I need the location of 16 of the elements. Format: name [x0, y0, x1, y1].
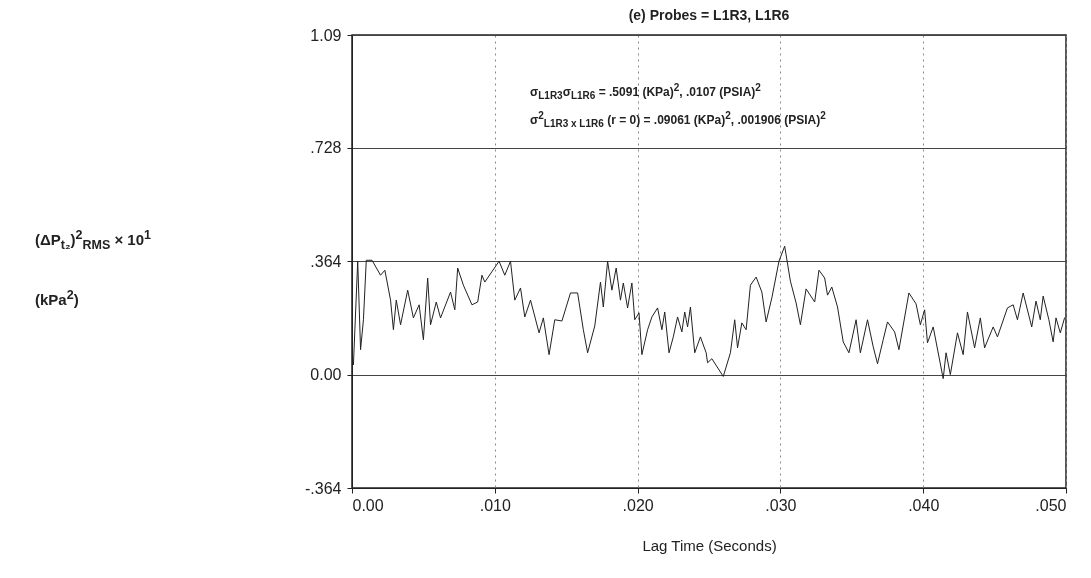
- x-axis-title: Lag Time (Seconds): [642, 536, 777, 554]
- x-tick-label: .040: [908, 496, 940, 514]
- text: (ΔP$_{t₂}$)$^{2}$$_{RMS}$ × 10$^{1}$ (kPa$^{2}$): [35, 228, 151, 308]
- y-tick-label: 1.09: [310, 26, 342, 44]
- y-tick-label: .364: [310, 252, 342, 270]
- y-tick-label: 0.00: [310, 366, 342, 384]
- y-tick-label: .728: [310, 139, 342, 157]
- x-tick-label: 0.00: [352, 496, 384, 514]
- x-tick-label: .050: [1035, 496, 1067, 514]
- annotation: σ$_{L1R3}$σ$_{L1R6}$ = .5091 (KPa)$^{2}$, .0107 (PSIA)$^{2}$: [530, 81, 762, 104]
- chart-title: (e) Probes = L1R3, L1R6: [628, 7, 790, 23]
- y-tick-label: -.364: [305, 479, 342, 497]
- x-tick-label: .010: [479, 496, 511, 514]
- annotation: σ$^{2}$$_{L1R3 x L1R6}$ (r = 0) = .09061 (KPa)$^{2}$, .001906 (PSIA)$^{2}$: [530, 109, 826, 132]
- x-tick-label: .020: [622, 496, 654, 514]
- x-tick-label: .030: [765, 496, 797, 514]
